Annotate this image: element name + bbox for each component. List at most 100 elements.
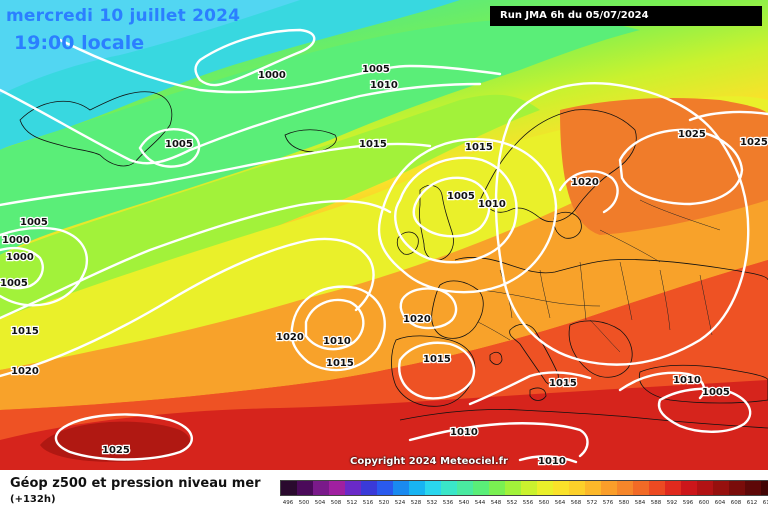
zone-lightblue — [0, 0, 300, 95]
isobar-1025-south — [54, 413, 193, 461]
color-scale-tick: 596 — [682, 500, 694, 506]
color-scale-tick: 548 — [490, 500, 502, 506]
isobar-label: 1015 — [423, 354, 451, 365]
color-swatch — [617, 481, 633, 495]
color-swatch — [457, 481, 473, 495]
isobar-1020-atl — [0, 237, 375, 378]
color-scale — [280, 480, 768, 496]
isobar-label: 1020 — [276, 332, 304, 343]
color-scale-tick: 600 — [698, 500, 710, 506]
europe-coast — [454, 257, 768, 281]
isobar-1010-se — [518, 455, 578, 464]
isobar-1010-uk — [394, 156, 518, 264]
color-swatch — [281, 481, 297, 495]
isobar-label: 1015 — [359, 139, 387, 150]
color-scale-tick: 508 — [330, 500, 342, 506]
isobar-1005-greenland — [138, 127, 201, 168]
color-swatch — [393, 481, 409, 495]
isobar-1005-north — [58, 38, 502, 94]
isobar-1015-med — [468, 371, 592, 406]
iceland-coast — [284, 129, 337, 153]
isobar-label: 1015 — [11, 326, 39, 337]
color-swatch — [361, 481, 377, 495]
color-scale-tick: 588 — [650, 500, 662, 506]
color-swatch — [537, 481, 553, 495]
isobar-1000-nw — [194, 28, 316, 87]
isobar-label: 1010 — [673, 375, 701, 386]
color-swatch — [521, 481, 537, 495]
color-swatch — [425, 481, 441, 495]
color-scale-tick: 536 — [442, 500, 454, 506]
legend-bar: Géop z500 et pression niveau mer (+132h)… — [0, 470, 768, 512]
color-scale-tick: 584 — [634, 500, 646, 506]
color-scale-tick: 604 — [714, 500, 726, 506]
isobar-1020-big — [494, 82, 750, 366]
color-swatch — [329, 481, 345, 495]
color-scale-tick: 532 — [426, 500, 438, 506]
color-swatch — [713, 481, 729, 495]
isobar-label: 1020 — [403, 314, 431, 325]
isobar-label: 1025 — [740, 137, 768, 148]
color-swatch — [345, 481, 361, 495]
isobar-label: 1015 — [549, 378, 577, 389]
isobar-1025-scand — [618, 128, 744, 206]
iberia-coast — [391, 335, 476, 407]
isobar-1015-west — [0, 199, 392, 320]
isobar-label: 1005 — [447, 191, 475, 202]
color-scale-tick: 500 — [298, 500, 310, 506]
color-swatch — [761, 481, 768, 495]
color-swatch — [441, 481, 457, 495]
zone-maroon-low — [40, 421, 190, 462]
color-scale-tick: 568 — [570, 500, 582, 506]
color-scale-tick: 580 — [618, 500, 630, 506]
color-scale-tick: 496 — [282, 500, 294, 506]
color-swatch — [409, 481, 425, 495]
color-swatch — [505, 481, 521, 495]
isobar-label: 1005 — [20, 217, 48, 228]
color-scale-ticks: 496 500 504 508 512 516 520 524 528 532 536 540 544 5… — [280, 500, 768, 506]
isobar-label: 1000 — [258, 70, 286, 81]
color-scale-tick: 592 — [666, 500, 678, 506]
isobar-1015-mid — [0, 142, 432, 207]
isobar-1010-africa — [408, 422, 589, 458]
isobar-label: 1000 — [2, 235, 30, 246]
weather-map: 1000 1005 1010 1005 1015 1015 1005 1010 … — [0, 0, 768, 470]
copyright-notice: Copyright 2024 Meteociel.fr — [350, 456, 508, 467]
isobar-label: 1015 — [326, 358, 354, 369]
color-swatch — [649, 481, 665, 495]
mediterranean-islands — [489, 351, 547, 401]
color-scale-tick: 576 — [602, 500, 614, 506]
color-scale-tick: 556 — [522, 500, 534, 506]
color-swatch — [489, 481, 505, 495]
isobar-label: 1010 — [323, 336, 351, 347]
isobar-1025-ne — [688, 110, 768, 122]
zone-orange — [0, 130, 768, 410]
color-scale-tick: 540 — [458, 500, 470, 506]
isobar-label: 1005 — [702, 387, 730, 398]
isobar-label: 1005 — [0, 278, 28, 289]
color-scale-tick: 612 — [746, 500, 758, 506]
color-scale-tick: 564 — [554, 500, 566, 506]
color-swatch — [297, 481, 313, 495]
isobar-1005-east — [657, 387, 752, 433]
isobar-label: 1010 — [538, 456, 566, 467]
color-scale-tick: 516 — [362, 500, 374, 506]
color-scale-tick: 616 — [762, 500, 768, 506]
isobar-1020-scand-arc — [558, 170, 619, 214]
color-swatch — [633, 481, 649, 495]
isobar-label: 1020 — [571, 177, 599, 188]
color-swatch — [729, 481, 745, 495]
color-swatch — [569, 481, 585, 495]
isobars — [0, 28, 768, 464]
forecast-time: 19:00 locale — [14, 32, 145, 54]
zone-orange-east — [560, 98, 768, 235]
color-swatch — [553, 481, 569, 495]
zone-darkred — [0, 380, 768, 470]
color-swatch — [601, 481, 617, 495]
model-run-label: Run JMA 6h du 05/07/2024 — [490, 6, 762, 26]
isobar-label: 1015 — [465, 142, 493, 153]
color-swatch — [681, 481, 697, 495]
color-scale-tick: 544 — [474, 500, 486, 506]
isobar-label: 1010 — [370, 80, 398, 91]
